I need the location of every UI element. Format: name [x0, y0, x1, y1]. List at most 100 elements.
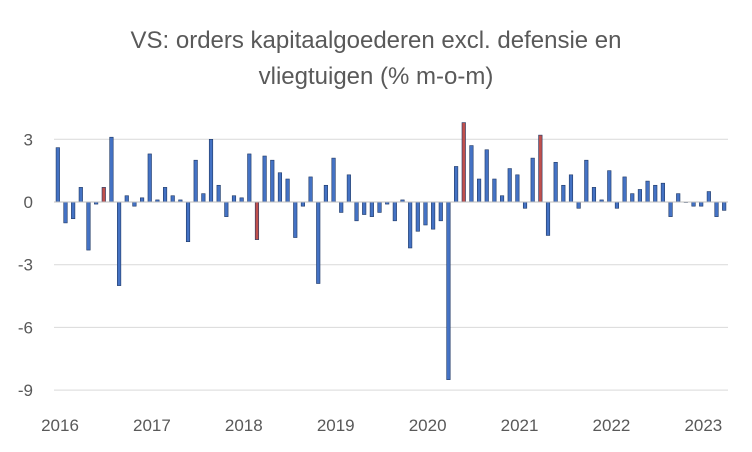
bar — [247, 153, 252, 203]
bar — [492, 178, 497, 203]
bar — [170, 195, 175, 203]
bar — [477, 178, 482, 203]
bar — [446, 201, 451, 380]
bar — [270, 159, 275, 203]
bar — [300, 201, 305, 207]
x-tick-label: 2018 — [225, 416, 263, 435]
bar — [408, 201, 413, 249]
y-tick-label: 0 — [24, 193, 33, 212]
bar — [254, 201, 260, 240]
bar — [668, 201, 673, 217]
bar — [630, 193, 635, 203]
bar — [162, 187, 168, 203]
bar — [706, 191, 711, 203]
bar — [55, 147, 60, 203]
bar — [522, 201, 528, 209]
bar — [346, 174, 351, 203]
bar — [308, 176, 313, 203]
x-tick-label: 2016 — [41, 416, 79, 435]
y-tick-label: -6 — [18, 318, 33, 337]
bar — [484, 149, 489, 203]
bar — [415, 201, 420, 232]
bar — [208, 139, 214, 203]
bar — [369, 201, 374, 217]
bar — [316, 201, 321, 284]
bar — [285, 178, 290, 203]
bar — [193, 159, 198, 203]
bar — [224, 201, 229, 217]
bar — [124, 195, 129, 203]
bar — [239, 197, 244, 203]
bar — [653, 184, 658, 203]
bar — [423, 201, 428, 226]
bar — [354, 201, 359, 222]
bar — [645, 180, 650, 203]
x-tick-label: 2017 — [133, 416, 171, 435]
chart-title-line-2: vliegtuigen (% m-o-m) — [259, 63, 494, 90]
bar — [722, 201, 727, 211]
bar — [622, 176, 627, 203]
bar — [339, 201, 344, 213]
x-tick-label: 2020 — [409, 416, 447, 435]
bar — [377, 201, 382, 213]
bar — [132, 201, 137, 207]
bar — [515, 174, 520, 203]
bar — [362, 201, 367, 215]
chart-title-line-1: VS: orders kapitaalgoederen excl. defens… — [131, 27, 622, 54]
bar — [63, 201, 68, 224]
bar — [331, 157, 336, 203]
bar — [454, 166, 459, 203]
bar — [553, 161, 558, 203]
bar — [660, 182, 665, 203]
bar — [392, 201, 397, 222]
bar — [637, 189, 642, 203]
bar — [293, 201, 298, 238]
bar — [691, 201, 696, 207]
bar-series — [55, 122, 727, 380]
x-tick-label: 2022 — [593, 416, 631, 435]
bar — [71, 201, 76, 220]
bar — [185, 201, 191, 243]
bar — [576, 201, 581, 209]
bar — [438, 201, 443, 222]
x-tick-label: 2023 — [684, 416, 722, 435]
bar — [147, 153, 152, 203]
bar — [140, 197, 145, 203]
y-tick-label: 3 — [24, 130, 33, 149]
bar — [101, 187, 106, 203]
bar — [568, 174, 574, 203]
bar — [117, 201, 122, 286]
y-axis-tick-labels: 3 0 -3 -6 -9 — [18, 130, 33, 400]
x-tick-label: 2019 — [317, 416, 355, 435]
bar — [699, 201, 704, 207]
bar — [614, 201, 620, 209]
bar — [591, 187, 597, 203]
bar — [676, 193, 681, 203]
bar — [109, 136, 114, 203]
bar — [469, 145, 474, 203]
bar — [262, 155, 267, 203]
x-tick-label: 2021 — [501, 416, 539, 435]
x-axis-tick-labels: 2016 2017 2018 2019 2020 2021 2022 2023 — [41, 416, 722, 435]
y-tick-label: -3 — [18, 256, 33, 275]
bar — [584, 159, 589, 203]
bar — [545, 201, 551, 236]
bar — [323, 184, 328, 203]
bar — [499, 195, 505, 203]
bar — [607, 170, 612, 203]
bar — [78, 187, 83, 203]
bar — [201, 193, 206, 203]
bar — [431, 201, 436, 230]
bar — [714, 201, 719, 217]
bar — [86, 201, 91, 251]
bar — [561, 184, 566, 203]
bar — [231, 195, 237, 203]
bar — [507, 168, 512, 203]
gridlines — [54, 138, 728, 391]
bar — [530, 157, 535, 203]
bar — [538, 134, 543, 203]
bar — [461, 122, 466, 203]
